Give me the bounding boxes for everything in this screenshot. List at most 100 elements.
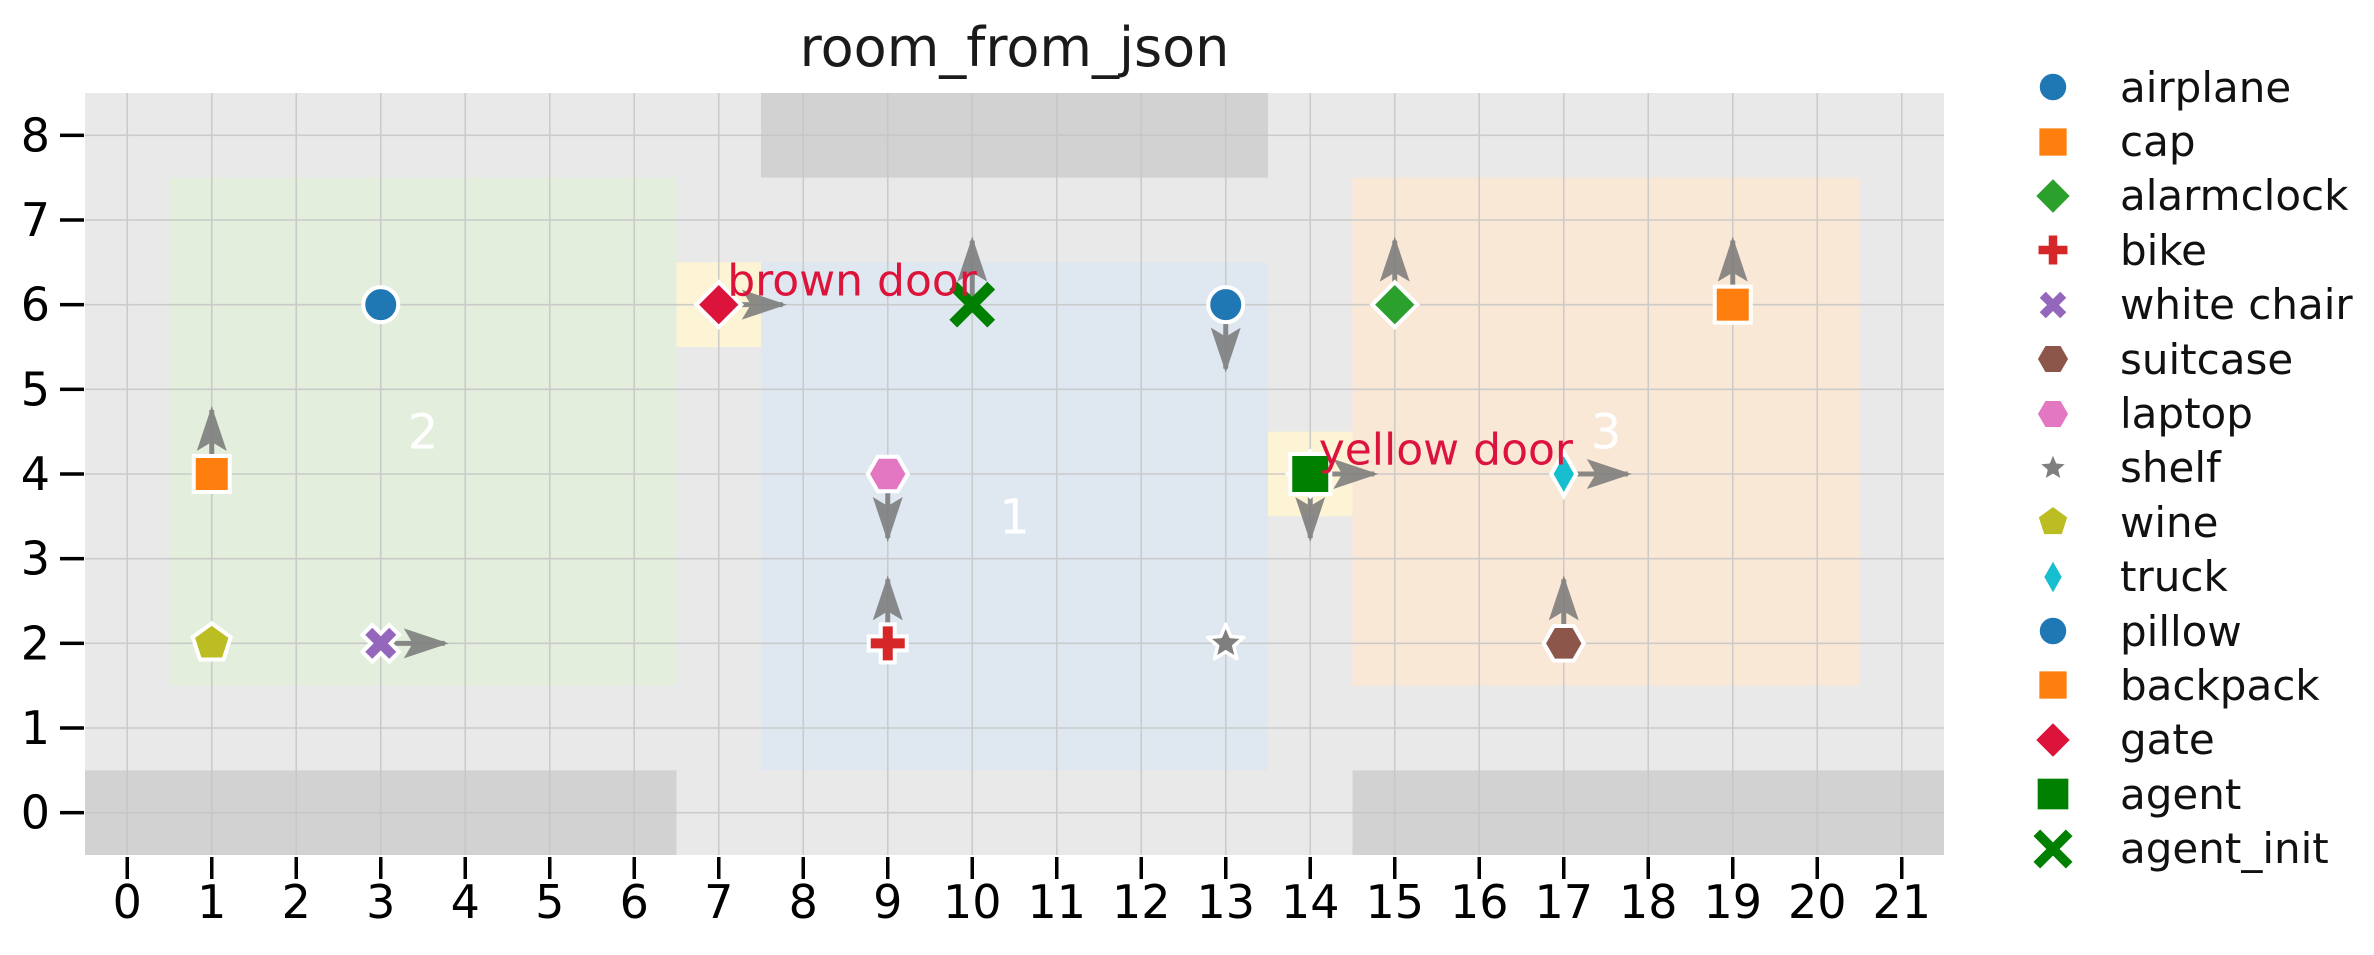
x-tick-mark [1139, 857, 1143, 879]
y-tick-label: 2 [21, 616, 50, 670]
x-tick-mark [1646, 857, 1650, 879]
x-tick-mark [463, 857, 467, 879]
x-tick-mark [1731, 857, 1735, 879]
truck-legend-icon [2040, 554, 2066, 599]
marker-white-chair-shape [359, 622, 402, 665]
marker-white-chair [359, 622, 402, 665]
legend-item-cap: cap [2030, 114, 2353, 168]
legend-marker-13 [2034, 775, 2072, 814]
airplane-legend-icon [2036, 70, 2070, 104]
cap-legend-icon [2035, 124, 2071, 159]
x-tick-label: 13 [1196, 875, 1255, 929]
x-tick-mark [632, 857, 636, 879]
y-tick-mark [60, 726, 84, 730]
x-tick-mark [1815, 857, 1819, 879]
arrow-head [741, 289, 787, 320]
arrow-head [872, 497, 903, 542]
x-tick-label: 3 [366, 875, 395, 929]
legend-label: backpack [2120, 660, 2320, 710]
marker-suitcase-shape [1541, 624, 1587, 663]
legend-marker-8 [2034, 503, 2072, 538]
y-tick-label: 5 [21, 362, 50, 416]
legend-label: cap [2120, 117, 2196, 167]
x-tick-mark [1308, 857, 1312, 879]
legend-item-gate: gate [2030, 713, 2353, 767]
x-tick-mark [801, 857, 805, 879]
legend-marker-2 [2031, 174, 2075, 218]
x-tick-label: 21 [1872, 875, 1931, 929]
x-tick-label: 9 [873, 875, 902, 929]
marker-agent_init [949, 281, 996, 328]
legend-label: agent_init [2120, 824, 2329, 874]
x-tick-label: 6 [620, 875, 649, 929]
marker-alarmclock [1369, 279, 1421, 330]
legend-marker-0-shape [2036, 70, 2070, 104]
x-tick-mark [1055, 857, 1059, 879]
room-3-region [1352, 177, 1860, 686]
marker-laptop-shape [865, 454, 911, 494]
arrow-head [403, 628, 449, 659]
legend-item-airplane: airplane [2030, 60, 2353, 114]
legend-marker-7 [2036, 450, 2070, 483]
legend-label: laptop [2120, 389, 2253, 439]
x-tick-mark [1393, 857, 1397, 879]
room-1-label: 1 [999, 489, 1030, 545]
arrow-head [1586, 459, 1632, 489]
legend-marker-4-shape [2034, 286, 2072, 323]
legend-marker-1-shape [2035, 124, 2071, 159]
arrow-head [196, 406, 227, 451]
legend-label: airplane [2120, 62, 2292, 112]
white-chair-legend-icon [2034, 286, 2072, 323]
legend-label: wine [2120, 497, 2219, 547]
legend-marker-12 [2031, 718, 2075, 762]
legend-marker-1 [2035, 124, 2071, 159]
x-tick-label: 15 [1365, 875, 1424, 929]
y-tick-mark [60, 133, 84, 138]
legend-marker-6-shape [2033, 397, 2073, 430]
legend-marker-9-shape [2040, 554, 2066, 599]
y-tick-mark [60, 302, 84, 307]
legend-marker-4 [2034, 286, 2072, 323]
legend-marker-7-shape [2036, 450, 2070, 483]
x-tick-label: 8 [789, 875, 818, 929]
legend-marker-6 [2033, 397, 2073, 430]
arrow-head [957, 236, 988, 282]
legend-item-backpack: backpack [2030, 658, 2353, 712]
legend-label: pillow [2120, 606, 2242, 656]
legend-marker-2-shape [2031, 174, 2075, 218]
marker-shelf [1205, 622, 1246, 661]
arrow-head [1717, 236, 1748, 282]
marker-backpack [1712, 284, 1753, 325]
marker-laptop [865, 454, 911, 494]
chart-title: room_from_json [799, 16, 1230, 79]
marker-wine [190, 620, 234, 662]
wine-legend-icon [2034, 503, 2072, 538]
marker-cap-shape [191, 454, 232, 494]
x-tick-mark [1900, 857, 1904, 879]
arrow-head [1548, 575, 1579, 621]
legend-marker-3 [2035, 232, 2071, 269]
marker-airplane-shape [361, 285, 401, 325]
legend-marker-11-shape [2035, 668, 2071, 703]
x-tick-mark [125, 857, 129, 879]
marker-truck [1548, 447, 1579, 501]
x-tick-label: 16 [1450, 875, 1509, 929]
marker-shelf-shape [1205, 622, 1246, 661]
marker-agent_init-shape [949, 281, 996, 328]
legend-marker-10 [2036, 614, 2070, 648]
legend: airplane cap alarmclock bike white chair suit… [2030, 60, 2353, 876]
marker-agent [1288, 452, 1333, 496]
legend-marker-10-shape [2036, 614, 2070, 648]
x-tick-label: 2 [282, 875, 311, 929]
x-tick-label: 1 [197, 875, 226, 929]
y-tick-mark [60, 472, 84, 476]
door-label-yellow-door: yellow door [1319, 425, 1574, 476]
legend-item-bike: bike [2030, 223, 2353, 277]
x-tick-label: 18 [1619, 875, 1678, 929]
marker-gate-shape [693, 279, 745, 330]
y-tick-mark [60, 810, 84, 815]
legend-label: truck [2120, 552, 2228, 602]
x-tick-label: 5 [535, 875, 564, 929]
